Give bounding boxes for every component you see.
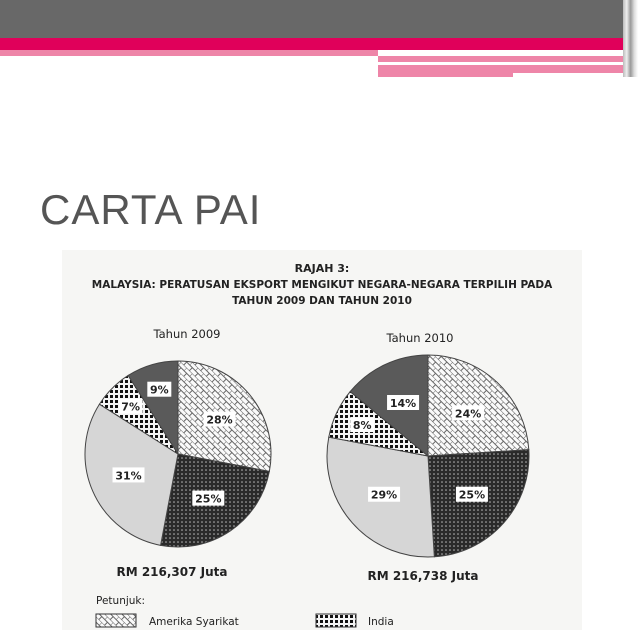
slice-label: 29% (371, 489, 397, 502)
slice-label-box (350, 417, 375, 433)
pie-2009-total: RM 216,307 Juta (116, 565, 227, 579)
slice-label: 25% (195, 493, 221, 506)
slice-label-box (387, 394, 420, 410)
slice-label-box (118, 398, 143, 414)
slice-label: 7% (121, 401, 140, 414)
pie-2010: 24% 25% 29% 8% 14% (326, 354, 530, 558)
pie-slice (427, 449, 530, 558)
pie-2010-subtitle: Tahun 2010 (386, 331, 454, 345)
slice-label-box (147, 381, 172, 397)
slice-label: 9% (150, 384, 169, 397)
pie-2009: 28% 25% 31% 7% 9% (84, 360, 272, 548)
slice-label: 8% (353, 419, 372, 432)
chart-title-line2: TAHUN 2009 DAN TAHUN 2010 (232, 295, 412, 307)
accent-stripe (378, 56, 628, 62)
accent-stripe (0, 50, 378, 56)
legend-label: Amerika Syarikat (149, 616, 239, 628)
legend-label: India (368, 616, 394, 628)
decorative-edge (623, 0, 638, 77)
accent-stripe (513, 65, 628, 73)
slice-label-box (452, 405, 485, 421)
slice-label-box (192, 490, 225, 506)
figure-label: RAJAH 3: (295, 262, 350, 275)
chart-title: MALAYSIA: PERATUSAN EKSPORT MENGIKUT NEG… (92, 279, 553, 291)
slide-title: CARTA PAI (40, 186, 262, 233)
legend-swatch-crosshatch (95, 613, 137, 628)
legend-swatch-checker (315, 613, 357, 628)
slice-label-box (368, 486, 401, 502)
slice-label-box (203, 411, 236, 427)
slice-label: 28% (206, 414, 232, 427)
accent-bar (0, 38, 638, 50)
slice-label-box (112, 467, 145, 483)
slice-label: 14% (390, 397, 416, 410)
pie-2009-subtitle: Tahun 2009 (153, 327, 221, 341)
legend-heading: Petunjuk: (96, 595, 145, 607)
slice-label: 24% (455, 407, 481, 420)
accent-stripe (378, 65, 513, 77)
slice-label-box (455, 486, 488, 502)
slice-label: 25% (459, 489, 485, 502)
pie-2010-total: RM 216,738 Juta (367, 569, 478, 583)
header-bar (0, 0, 638, 38)
slice-label: 31% (115, 469, 141, 482)
